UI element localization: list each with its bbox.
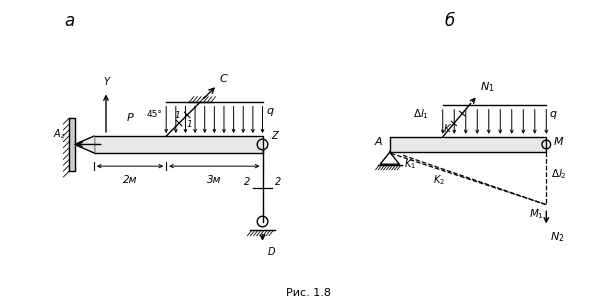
Text: A: A [375,137,383,147]
Text: $\Delta l_1$: $\Delta l_1$ [413,107,429,121]
Text: C: C [219,74,227,84]
Text: Y: Y [103,77,109,87]
Bar [94,136,262,153]
Text: 3м: 3м [207,175,222,185]
Text: 1: 1 [174,111,180,120]
Text: P: P [127,113,134,123]
Text: q: q [550,109,557,119]
Text: $A_z$: $A_z$ [54,127,67,141]
Text: 1: 1 [187,120,192,129]
Text: $N_2$: $N_2$ [550,230,564,244]
Text: 2: 2 [275,177,281,187]
Text: 2м: 2м [123,175,137,185]
Text: Рис. 1.8: Рис. 1.8 [285,288,331,298]
Polygon shape [75,136,94,153]
Text: $N_1$: $N_1$ [480,80,495,94]
Text: 45°: 45° [147,110,163,119]
Polygon shape [70,118,75,171]
Text: а: а [65,12,75,30]
Text: б: б [445,12,455,30]
Text: M: M [554,137,563,147]
Text: $\Delta l_2$: $\Delta l_2$ [551,168,567,182]
Text: $K_2$: $K_2$ [433,173,445,187]
Text: q: q [266,106,274,116]
Text: 2: 2 [244,177,251,187]
Text: $K_1$: $K_1$ [404,157,416,171]
Text: $M_1$: $M_1$ [529,207,544,221]
Text: D: D [267,247,275,257]
Text: Z: Z [271,131,278,141]
Text: K: K [444,124,451,134]
Bar [390,137,546,152]
